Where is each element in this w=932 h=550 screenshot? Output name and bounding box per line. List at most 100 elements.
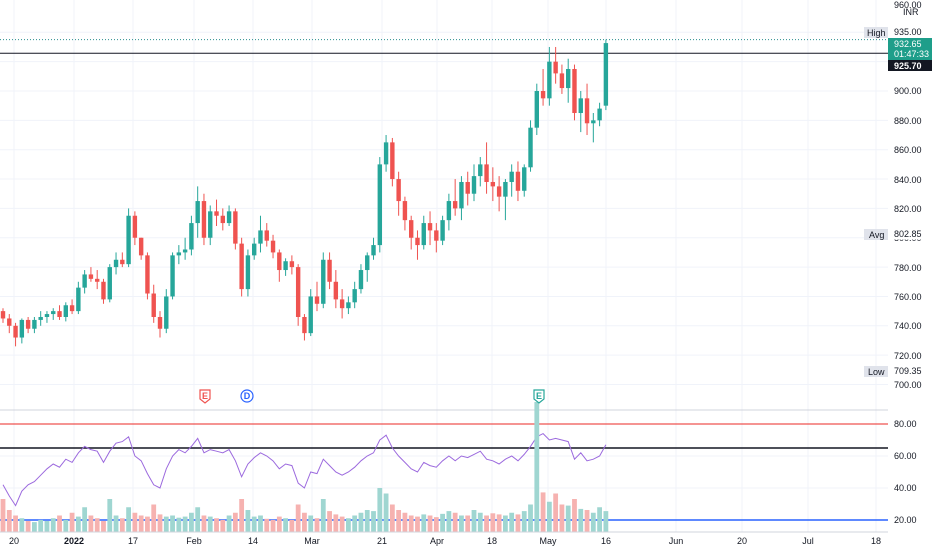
- earnings-icon: [199, 389, 211, 404]
- candle-body: [157, 316, 163, 329]
- volume-bar: [490, 513, 496, 532]
- rsi-line: [2, 432, 607, 507]
- volume-bar: [289, 519, 295, 532]
- candle-body: [189, 223, 194, 250]
- volume-bar: [333, 514, 339, 532]
- time-axis-bg: [0, 532, 888, 550]
- volume-bar: [201, 515, 207, 532]
- volume-bar: [320, 499, 326, 532]
- low-price-tag-bg: [888, 365, 932, 377]
- price-tick-label: 900.00: [894, 86, 922, 96]
- current-price-tag: 932.65: [894, 39, 922, 49]
- rsi-tick-label: 80.00: [894, 419, 917, 429]
- volume-bar: [113, 515, 119, 532]
- price-tick-label: 780.00: [894, 263, 922, 273]
- candle-body: [427, 223, 433, 231]
- dividend-icon: [240, 389, 254, 403]
- candle-body: [459, 181, 464, 209]
- volume-bar: [496, 514, 502, 532]
- volume-bar: [528, 504, 533, 532]
- volume-bar: [50, 518, 56, 532]
- candle-body: [371, 245, 376, 256]
- high-label: High: [867, 28, 886, 38]
- volume-bar: [251, 516, 257, 532]
- time-axis[interactable]: 20 2022 17 Feb 14 Mar 21 Apr 18 May 16 Jun 20 Jul 18: [0, 531, 888, 550]
- high-price-tag: 935.00: [894, 27, 922, 37]
- volume-bar: [295, 504, 301, 532]
- volume-bar: [352, 515, 358, 532]
- candle-body: [333, 281, 339, 300]
- candle-body: [82, 274, 87, 288]
- volume-bar: [107, 499, 113, 532]
- candle-body: [38, 316, 43, 320]
- candle-body: [176, 252, 182, 256]
- candle-body: [25, 319, 31, 329]
- event-marker-earnings[interactable]: E: [533, 389, 545, 404]
- candle-body: [214, 211, 219, 216]
- volume-bar: [565, 505, 571, 532]
- candle-body: [182, 249, 188, 253]
- candle-body: [321, 259, 326, 304]
- low-price-tag: 709.35: [894, 366, 922, 376]
- price-tick-label: 720.00: [894, 351, 922, 361]
- candle-body: [503, 181, 508, 197]
- event-marker-label: D: [244, 391, 251, 401]
- candle-body: [352, 289, 357, 303]
- price-axis[interactable]: INR High Avg Low 960.00 900.00 880.00 860.0…: [864, 0, 932, 550]
- volume-bar: [408, 515, 414, 532]
- candle-body: [132, 215, 138, 238]
- candle-body: [421, 223, 426, 246]
- candle-body: [57, 311, 62, 317]
- candle-body: [295, 267, 301, 317]
- candle-body: [515, 171, 521, 191]
- volume-bar: [433, 517, 439, 532]
- volume-bar: [0, 499, 6, 532]
- ref-price-bg: [888, 60, 932, 71]
- avg-label: Avg: [869, 230, 884, 240]
- volume-bar: [283, 518, 288, 532]
- candle-body: [465, 181, 470, 194]
- volume-bar: [132, 512, 138, 532]
- volume-bar: [276, 516, 282, 532]
- candle-body: [308, 296, 313, 334]
- volume-bar: [515, 514, 521, 532]
- candle-body: [591, 120, 596, 124]
- candle-body: [7, 318, 12, 326]
- candle-body: [522, 167, 527, 191]
- volume-bar: [182, 516, 188, 532]
- avg-price-tag-bg: [888, 228, 932, 240]
- candle-body: [0, 311, 6, 319]
- candle-body: [452, 201, 458, 209]
- candle-body: [471, 176, 477, 194]
- price-tick-label: 880.00: [894, 116, 922, 126]
- volume-bar: [346, 518, 351, 532]
- volume-bar: [82, 507, 88, 532]
- candle-body: [195, 201, 200, 224]
- candle-body: [145, 255, 150, 294]
- volume-bar: [471, 510, 477, 532]
- event-marker-dividend[interactable]: D: [240, 389, 254, 403]
- volume-bar: [415, 516, 420, 532]
- volume-bar: [421, 514, 427, 532]
- candle-body: [239, 243, 244, 290]
- volume-bar: [19, 518, 25, 532]
- price-tick-label: 960.00: [894, 0, 922, 10]
- candle-body: [164, 296, 169, 329]
- candle-body: [496, 186, 502, 197]
- candle-body: [478, 164, 483, 177]
- volume-bar: [214, 518, 219, 532]
- event-marker-earnings[interactable]: E: [199, 389, 211, 404]
- time-tick-label: 20: [9, 536, 19, 546]
- candle-body: [252, 243, 257, 256]
- candle-body: [44, 314, 50, 317]
- candle-body: [396, 179, 401, 202]
- candle-body: [566, 68, 571, 89]
- volume-bar: [572, 499, 577, 532]
- volume-bar: [308, 515, 314, 532]
- candle-body: [302, 316, 307, 334]
- volume-bar: [534, 402, 540, 532]
- volume-bar: [189, 512, 194, 532]
- volume-bar: [389, 504, 395, 532]
- price-tick-label: 860.00: [894, 145, 922, 155]
